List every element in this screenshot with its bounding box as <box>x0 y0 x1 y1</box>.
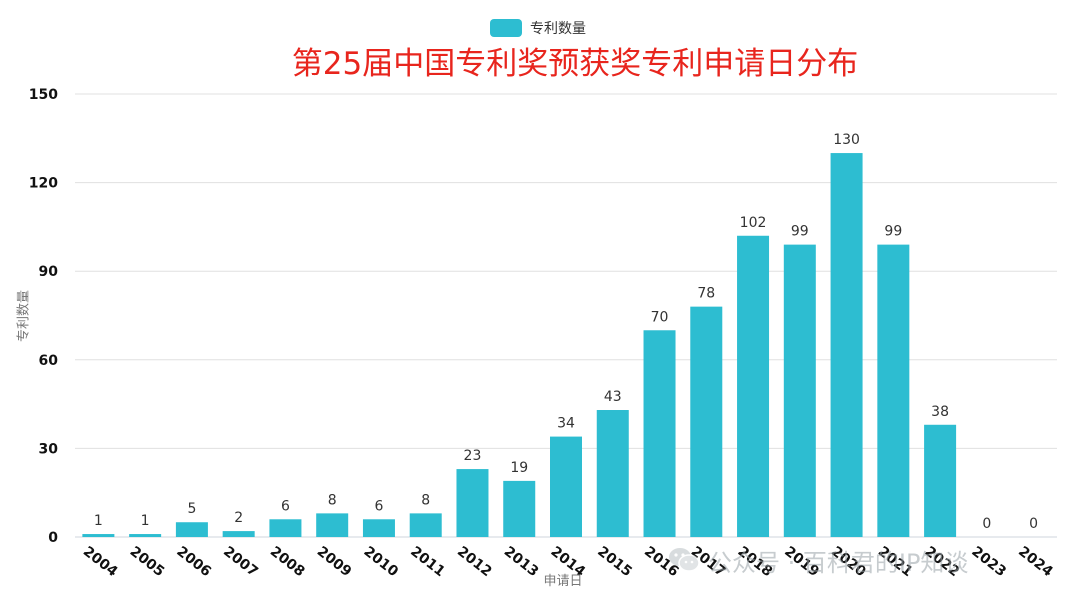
bar <box>316 513 349 537</box>
data-label: 70 <box>651 309 669 325</box>
data-label: 6 <box>281 498 290 514</box>
data-label: 8 <box>328 492 337 508</box>
bar <box>550 436 582 537</box>
data-label: 6 <box>374 498 383 514</box>
wechat-icon <box>669 548 700 572</box>
data-label: 34 <box>557 416 575 432</box>
data-label: 38 <box>931 404 949 420</box>
data-label: 78 <box>697 286 715 302</box>
bar <box>129 534 162 537</box>
legend-swatch <box>490 19 522 37</box>
y-tick-label: 60 <box>39 353 59 369</box>
x-tick-label: 2015 <box>594 544 635 581</box>
data-label: 99 <box>791 224 809 240</box>
bar <box>222 531 255 537</box>
bar <box>783 244 816 537</box>
bar <box>690 306 723 537</box>
data-label: 0 <box>1029 516 1038 532</box>
bar <box>877 244 910 537</box>
bar <box>596 410 629 537</box>
chart-legend[interactable]: 专利数量 <box>490 18 586 38</box>
data-label: 43 <box>604 389 622 405</box>
data-label: 99 <box>884 224 902 240</box>
x-tick-label: 2008 <box>267 544 308 581</box>
chart-title: 第25届中国专利奖预获奖专利申请日分布 <box>291 46 859 82</box>
x-tick-label: 2007 <box>220 544 261 581</box>
bar <box>456 469 489 537</box>
y-tick-label: 90 <box>39 264 59 280</box>
legend-label: 专利数量 <box>530 21 586 37</box>
data-label: 130 <box>833 132 860 148</box>
bar <box>175 522 208 537</box>
data-label: 19 <box>510 460 528 476</box>
x-tick-label: 2013 <box>501 544 542 581</box>
y-tick-label: 120 <box>29 176 58 192</box>
x-tick-label: 2009 <box>314 544 355 581</box>
x-tick-label: 2006 <box>173 544 214 581</box>
bar <box>269 519 302 537</box>
x-tick-label: 2023 <box>968 544 1009 581</box>
data-label: 23 <box>464 448 482 464</box>
watermark-text: 公众号 · 百科君的IP知谈 <box>708 548 969 577</box>
x-axis-title: 申请日 <box>543 574 583 589</box>
data-label: 5 <box>187 501 196 517</box>
y-tick-label: 0 <box>48 530 58 546</box>
data-label: 0 <box>982 516 991 532</box>
y-axis-title: 专利数量 <box>16 289 32 343</box>
watermark: 公众号 · 百科君的IP知谈 <box>668 540 968 580</box>
y-tick-label: 30 <box>39 441 59 457</box>
x-tick-label: 2004 <box>80 544 121 581</box>
data-label: 102 <box>740 215 767 231</box>
bar <box>82 534 115 537</box>
bar <box>643 330 676 537</box>
data-label: 2 <box>234 510 243 526</box>
bar <box>362 519 395 537</box>
data-label: 1 <box>141 513 150 529</box>
x-tick-label: 2005 <box>127 544 168 581</box>
y-tick-label: 150 <box>29 87 58 103</box>
bar <box>830 153 863 538</box>
bar <box>409 513 442 537</box>
bar <box>737 235 770 537</box>
data-label: 8 <box>421 492 430 508</box>
x-tick-label: 2011 <box>407 544 448 581</box>
x-tick-label: 2024 <box>1015 544 1056 581</box>
x-tick-label: 2012 <box>454 544 495 581</box>
bar <box>924 424 957 537</box>
x-tick-label: 2010 <box>360 544 401 581</box>
bar <box>503 480 536 537</box>
data-label: 1 <box>94 513 103 529</box>
